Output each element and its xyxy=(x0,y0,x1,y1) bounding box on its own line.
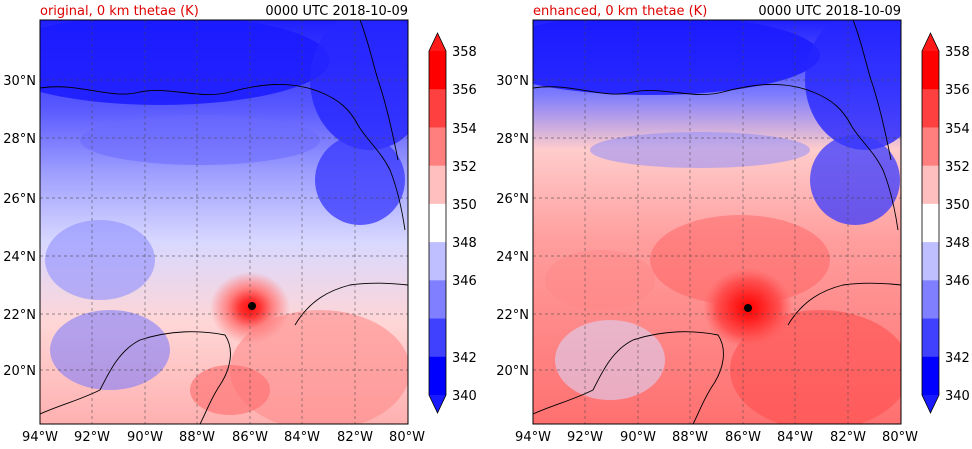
lon-tick-label: 80°W xyxy=(389,430,425,445)
colorbar-outline xyxy=(428,32,447,414)
colorbar-outline xyxy=(921,32,940,414)
lat-tick-label: 22°N xyxy=(3,308,36,323)
coastline-yucatan xyxy=(533,331,724,424)
lat-tick-labels: 30°N 28°N 26°N 24°N 22°N 20°N xyxy=(496,74,529,379)
colorbar-tick-label: 348 xyxy=(452,236,477,251)
lat-tick-label: 20°N xyxy=(496,364,529,379)
colorbar-tick-label: 354 xyxy=(945,122,970,137)
colorbar-segment xyxy=(429,356,446,396)
lon-tick-label: 84°W xyxy=(284,430,320,445)
colorbar-segment xyxy=(429,89,446,128)
lon-tick-label: 86°W xyxy=(725,430,761,445)
lon-tick-label: 92°W xyxy=(567,430,603,445)
map-frame xyxy=(39,19,409,425)
colorbar-segment xyxy=(922,356,939,396)
lon-tick-label: 90°W xyxy=(620,430,656,445)
lon-tick-label: 92°W xyxy=(74,430,110,445)
colorbar-tick-label: 356 xyxy=(945,83,970,98)
lon-tick-label: 86°W xyxy=(232,430,268,445)
colorbar-segment xyxy=(922,280,939,320)
colorbar-segment xyxy=(922,51,939,90)
colorbar-extend-min xyxy=(922,395,939,413)
colorbar-segment xyxy=(429,127,446,167)
map-panel-enhanced: enhanced, 0 km thetae (K) 0000 UTC 2018-… xyxy=(496,4,970,445)
colorbar-tick-label: 356 xyxy=(452,83,477,98)
colorbar-tick-label: 346 xyxy=(945,274,970,289)
lat-tick-label: 28°N xyxy=(3,132,36,147)
colorbar-segment xyxy=(922,89,939,128)
colorbar-tick-label: 340 xyxy=(945,389,970,404)
lon-tick-label: 88°W xyxy=(672,430,708,445)
panel-time: 0000 UTC 2018-10-09 xyxy=(265,4,408,19)
lon-tick-label: 80°W xyxy=(882,430,918,445)
colorbar-tick-label: 348 xyxy=(945,236,970,251)
colorbar-tick-label: 352 xyxy=(452,160,477,175)
colorbar-segment xyxy=(429,242,446,281)
colorbar-tick-label: 342 xyxy=(945,351,970,366)
colorbar-tick-label: 340 xyxy=(452,389,477,404)
panel-title: original, 0 km thetae (K) xyxy=(40,4,199,19)
coastline-cuba xyxy=(294,282,408,326)
colorbar-segment xyxy=(429,318,446,358)
colorbar-tick-label: 352 xyxy=(945,160,970,175)
colorbar-segment xyxy=(429,165,446,205)
colorbar-extend-min xyxy=(429,395,446,413)
storm-center-marker xyxy=(744,304,752,312)
colorbar-segment xyxy=(922,318,939,358)
colorbar-tick-label: 350 xyxy=(945,198,970,213)
panel-title: enhanced, 0 km thetae (K) xyxy=(533,4,707,19)
map-frame xyxy=(532,19,902,425)
colorbar-segment xyxy=(922,242,939,281)
lat-tick-label: 28°N xyxy=(496,132,529,147)
lon-tick-label: 82°W xyxy=(830,430,866,445)
lon-tick-label: 90°W xyxy=(127,430,163,445)
colorbar-tick-label: 358 xyxy=(945,45,970,60)
lon-tick-label: 94°W xyxy=(515,430,551,445)
graticule xyxy=(40,20,408,424)
lat-tick-label: 24°N xyxy=(496,250,529,265)
colorbar-tick-label: 350 xyxy=(452,198,477,213)
lon-tick-label: 84°W xyxy=(777,430,813,445)
lon-tick-label: 94°W xyxy=(22,430,58,445)
colorbar-segment xyxy=(429,203,446,243)
colorbar-segment xyxy=(429,51,446,90)
colorbar-extend-max xyxy=(429,33,446,51)
colorbar: 358 356 354 352 350 348 346 342 340 xyxy=(921,32,970,414)
colorbar-segment xyxy=(922,203,939,243)
storm-center-marker xyxy=(248,302,256,310)
lat-tick-label: 22°N xyxy=(496,308,529,323)
lon-tick-labels: 94°W 92°W 90°W 88°W 86°W 84°W 82°W 80°W xyxy=(515,430,918,445)
colorbar-tick-label: 354 xyxy=(452,122,477,137)
colorbar-tick-label: 346 xyxy=(452,274,477,289)
colorbar-segment xyxy=(429,280,446,320)
map-panel-original: original, 0 km thetae (K) 0000 UTC 2018-… xyxy=(3,4,477,445)
panel-time: 0000 UTC 2018-10-09 xyxy=(758,4,901,19)
colorbar-tick-label: 358 xyxy=(452,45,477,60)
colorbar: 358 356 354 352 350 348 346 342 340 xyxy=(428,32,477,414)
lat-tick-label: 30°N xyxy=(496,74,529,89)
colorbar-extend-max xyxy=(922,33,939,51)
lat-tick-label: 30°N xyxy=(3,74,36,89)
lon-tick-label: 88°W xyxy=(179,430,215,445)
lat-tick-label: 24°N xyxy=(3,250,36,265)
colorbar-tick-label: 342 xyxy=(452,351,477,366)
coastline-yucatan xyxy=(40,331,231,424)
lat-tick-label: 26°N xyxy=(3,192,36,207)
lat-tick-label: 26°N xyxy=(496,192,529,207)
colorbar-segment xyxy=(922,127,939,167)
lon-tick-labels: 94°W 92°W 90°W 88°W 86°W 84°W 82°W 80°W xyxy=(22,430,425,445)
lon-tick-label: 82°W xyxy=(337,430,373,445)
graticule xyxy=(533,20,901,424)
lat-tick-labels: 30°N 28°N 26°N 24°N 22°N 20°N xyxy=(3,74,36,379)
coastline-cuba xyxy=(787,282,901,326)
lat-tick-label: 20°N xyxy=(3,364,36,379)
colorbar-segment xyxy=(922,165,939,205)
